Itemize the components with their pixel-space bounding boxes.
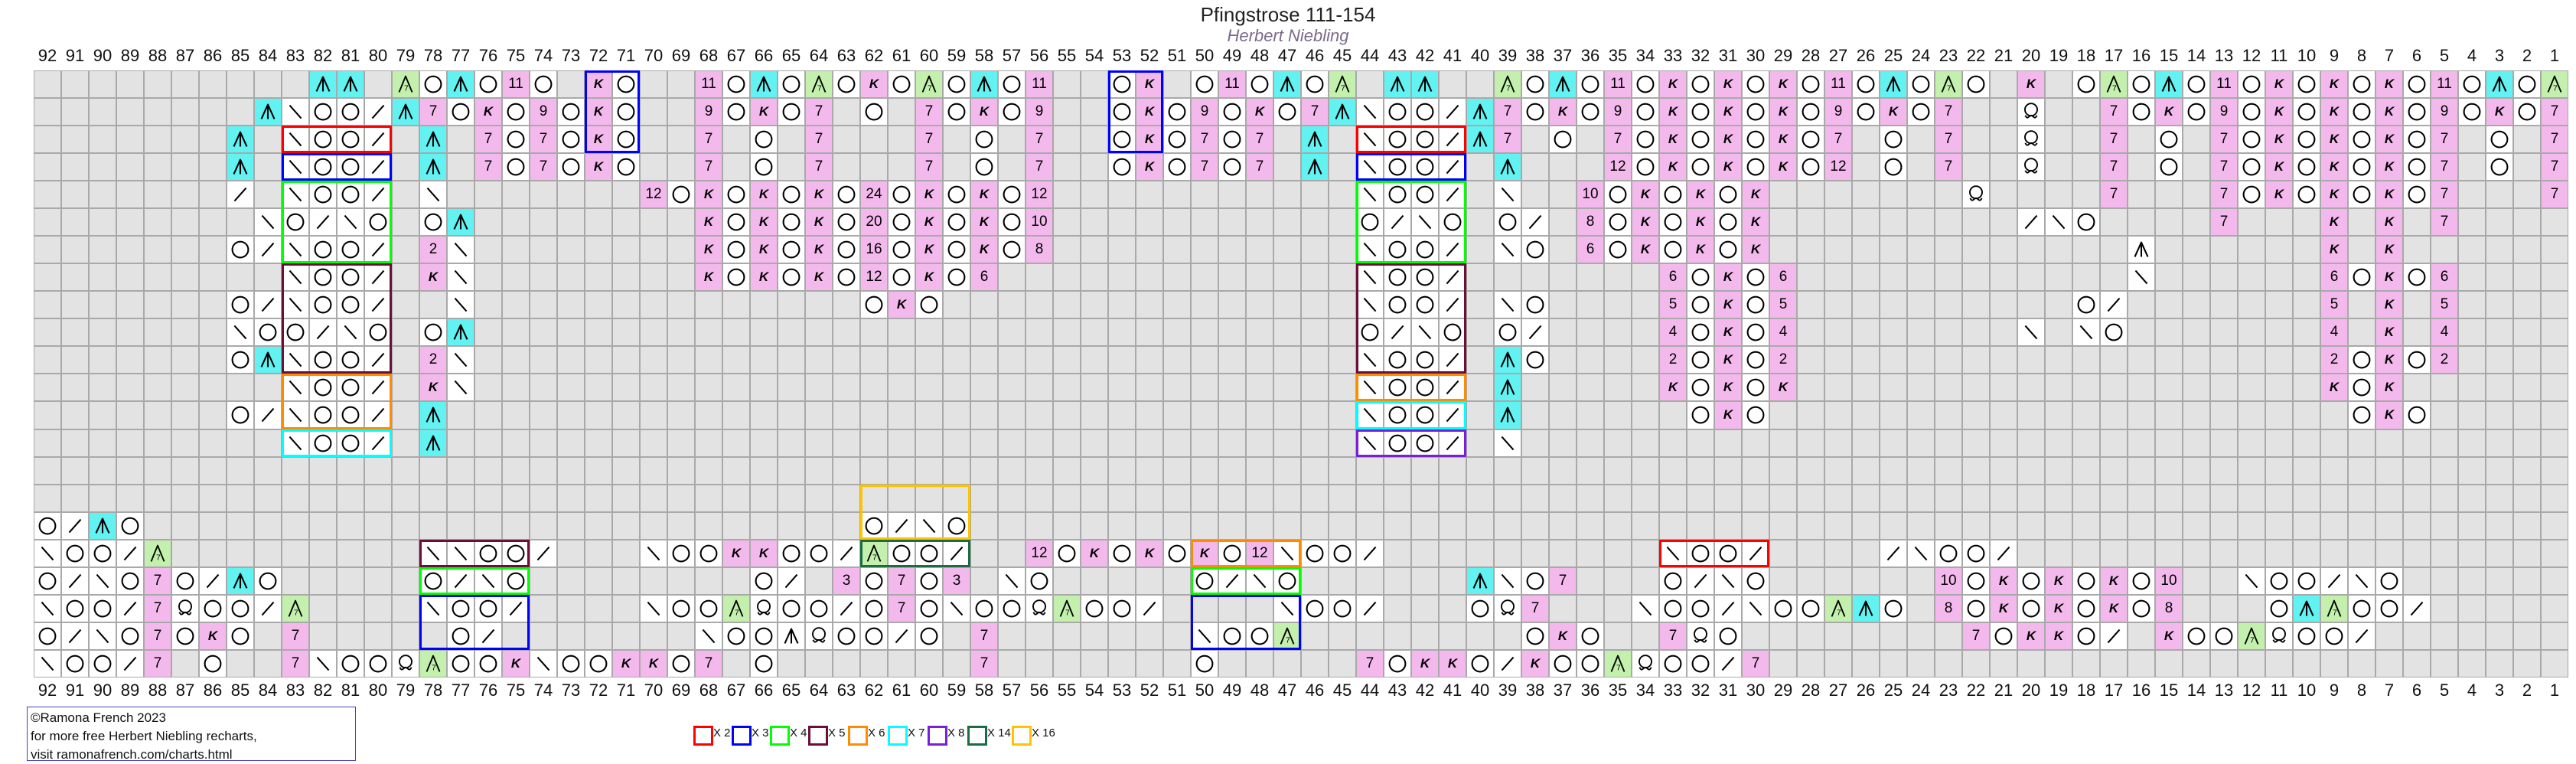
svg-text:7: 7 xyxy=(928,84,932,93)
svg-text:7: 7 xyxy=(1837,609,1841,618)
svg-text:7: 7 xyxy=(817,84,822,93)
svg-text:7: 7 xyxy=(735,609,739,618)
svg-text:7: 7 xyxy=(1506,84,1511,93)
svg-text:7: 7 xyxy=(1341,84,1345,93)
svg-text:7: 7 xyxy=(2333,609,2337,618)
svg-text:7: 7 xyxy=(432,664,436,673)
svg-text:7: 7 xyxy=(1616,664,1621,673)
svg-text:7: 7 xyxy=(872,553,877,562)
svg-text:7: 7 xyxy=(2553,84,2558,93)
svg-text:7: 7 xyxy=(156,553,161,562)
svg-text:7: 7 xyxy=(2112,84,2117,93)
svg-text:7: 7 xyxy=(294,609,298,618)
svg-text:7: 7 xyxy=(1065,609,1070,618)
svg-text:7: 7 xyxy=(404,84,409,93)
svg-text:7: 7 xyxy=(2250,637,2255,645)
svg-text:7: 7 xyxy=(1286,637,1290,645)
svg-text:7: 7 xyxy=(1947,84,1952,93)
